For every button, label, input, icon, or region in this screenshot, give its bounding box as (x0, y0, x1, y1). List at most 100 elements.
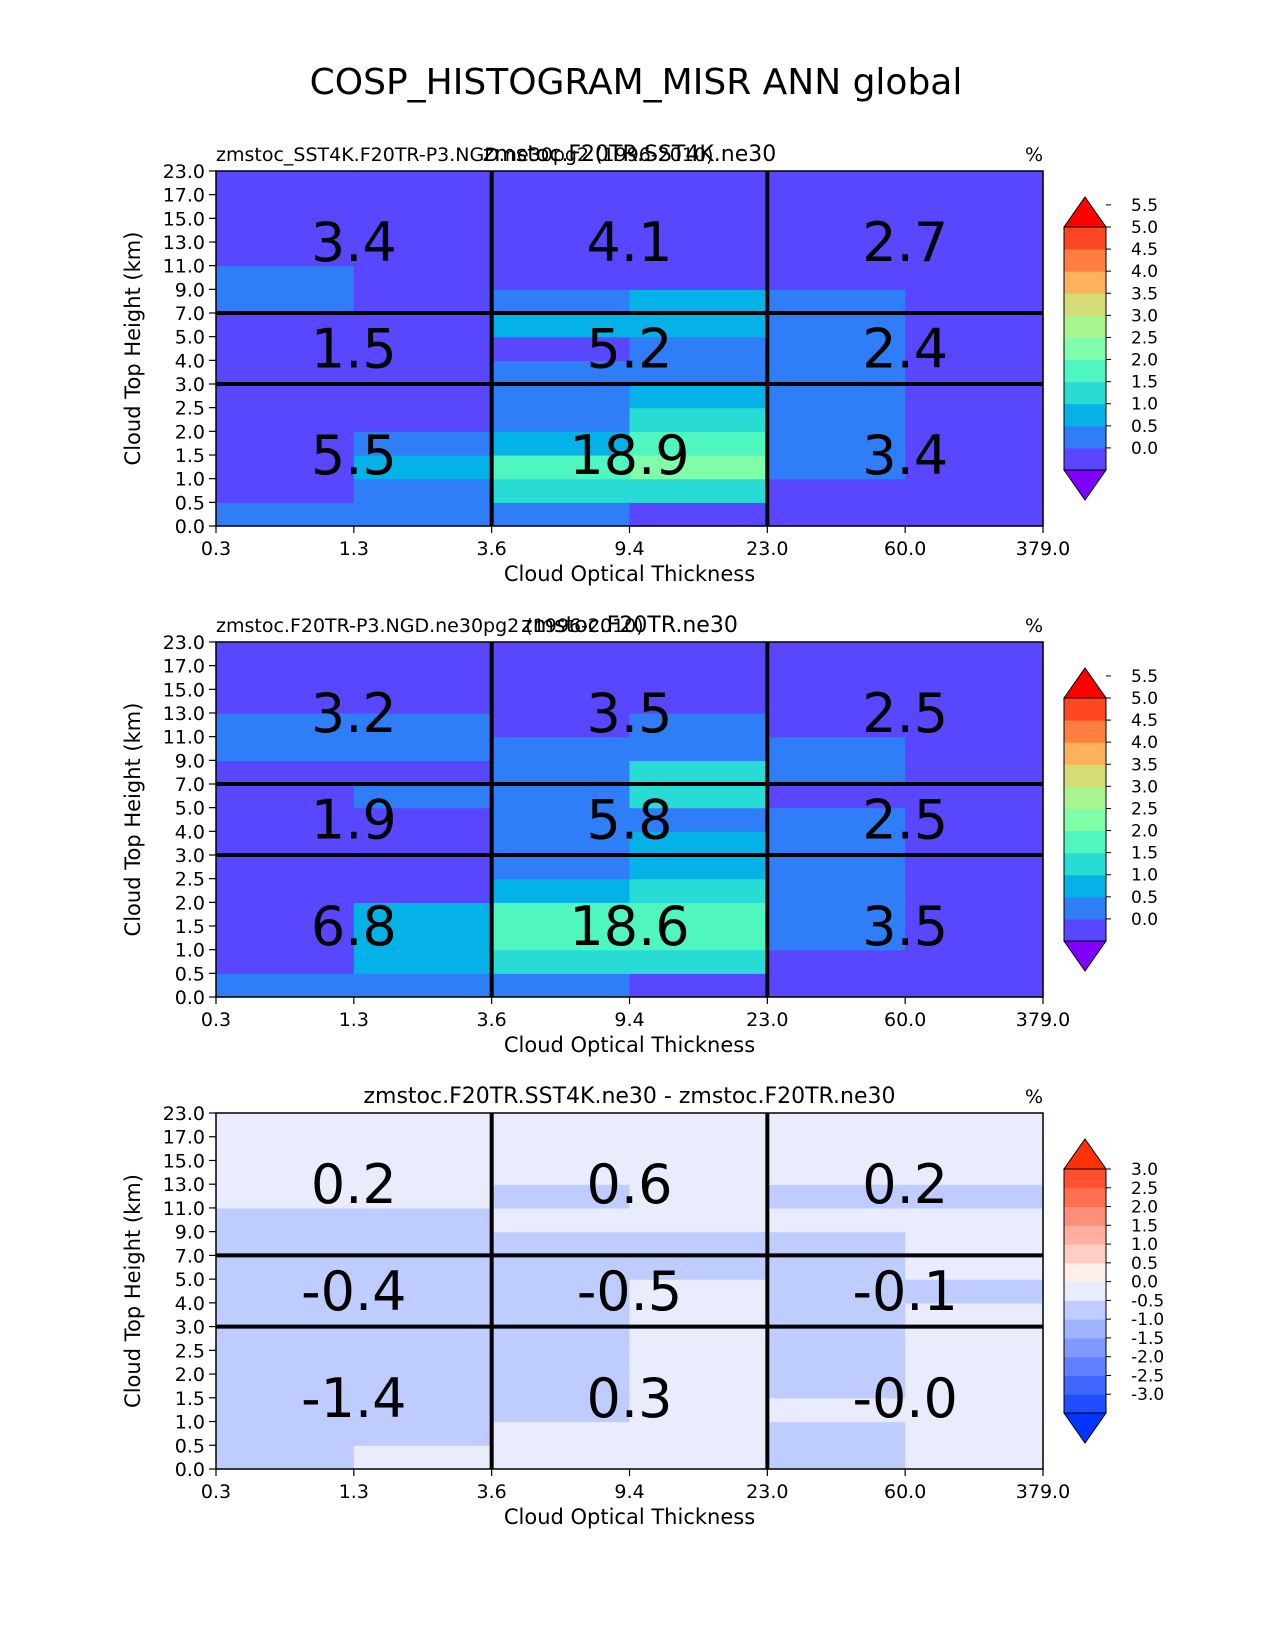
heatmap-cell (905, 831, 1044, 856)
y-axis-label: Cloud Top Height (km) (121, 1174, 145, 1408)
heatmap-cell (905, 336, 1044, 361)
heatmap-cell (491, 1136, 631, 1162)
heatmap-cell (216, 431, 355, 456)
heatmap-cell (767, 1113, 906, 1138)
heatmap-cell (629, 265, 768, 290)
heatmap-cell (216, 478, 355, 503)
heatmap-cell (767, 713, 906, 738)
colorbar-band (1064, 1337, 1106, 1358)
heatmap-cell (216, 360, 355, 385)
heatmap-cell (767, 384, 906, 409)
x-axis-label: Cloud Optical Thickness (504, 562, 755, 586)
box-sum-label: -0.1 (852, 1260, 957, 1323)
colorbar-tick-label: 3.0 (1131, 306, 1158, 326)
heatmap-cell (629, 807, 768, 832)
y-tick-label: 23.0 (163, 1103, 205, 1125)
heatmap-cell (353, 1279, 493, 1304)
x-tick-label: 23.0 (746, 538, 788, 560)
heatmap-cell (905, 194, 1044, 219)
heatmap-cell (629, 949, 768, 974)
heatmap-cell (353, 1231, 493, 1256)
colorbar-tick-label: 3.0 (1131, 1160, 1158, 1180)
heatmap-cell (216, 1302, 355, 1328)
heatmap-cell (353, 289, 493, 314)
heatmap-cell (491, 1350, 631, 1375)
heatmap-cell (491, 384, 631, 409)
heatmap-cell (491, 831, 631, 856)
y-tick-label: 7.0 (175, 303, 205, 325)
heatmap-cell (353, 665, 493, 690)
heatmap-cell (629, 902, 768, 927)
heatmap-cell (767, 1445, 906, 1470)
colorbar-extend-max (1063, 196, 1107, 228)
heatmap-cell (353, 926, 493, 951)
y-tick-label: 9.0 (175, 279, 205, 301)
heatmap-cell (491, 1113, 631, 1138)
heatmap-cell (353, 1255, 493, 1280)
heatmap-cell (216, 973, 355, 998)
heatmap-cell (216, 1397, 355, 1423)
heatmap-cell (629, 1231, 768, 1256)
heatmap-cell (629, 642, 768, 667)
heatmap-cell (353, 689, 493, 714)
heatmap-cell (491, 1445, 631, 1470)
colorbar-tick-label: -1.0 (1131, 1310, 1164, 1330)
heatmap-cell (353, 973, 493, 998)
colorbar-tick-label: 1.0 (1131, 866, 1158, 886)
x-tick-label: 0.3 (201, 1009, 231, 1031)
colorbar-tick-label: 1.5 (1131, 844, 1158, 864)
heatmap-cell (216, 1207, 355, 1233)
y-tick-label: 1.0 (175, 940, 205, 962)
colorbar-band (1064, 1187, 1106, 1208)
heatmap-cell (905, 1279, 1044, 1304)
panel-units: % (1025, 1086, 1043, 1108)
heatmap-cell (629, 1160, 768, 1185)
x-tick-label: 1.3 (339, 1009, 369, 1031)
colorbar-band (1064, 359, 1106, 383)
heatmap-cell (353, 502, 493, 527)
heatmap-cell (491, 1184, 631, 1209)
colorbar-tick-label: 4.0 (1131, 262, 1158, 282)
heatmap-cell (353, 1207, 493, 1233)
heatmap-cell (353, 1113, 493, 1138)
colorbar-tick-label: 2.0 (1131, 1198, 1158, 1218)
heatmap-cell (491, 1160, 631, 1185)
heatmap-cell (767, 1397, 906, 1423)
heatmap-cell (629, 713, 768, 738)
y-tick-label: 15.0 (163, 1150, 205, 1172)
x-tick-label: 0.3 (201, 1481, 231, 1503)
colorbar-band (1064, 698, 1106, 721)
x-tick-label: 0.3 (201, 538, 231, 560)
heatmap-cell (353, 1445, 493, 1470)
heatmap-cell (905, 973, 1044, 998)
heatmap-cell (491, 407, 631, 432)
heatmap-cell (216, 336, 355, 361)
y-tick-label: 1.5 (175, 1388, 205, 1410)
colorbar-tick-label: 2.5 (1131, 799, 1158, 819)
colorbar-extend-min (1063, 1412, 1107, 1444)
heatmap-cell (353, 1184, 493, 1209)
heatmap-cell (491, 265, 631, 290)
heatmap-panel-3: 0.3 1.3 3.6 9.4 23.0 60.0 379.00.00.51.01.52.0… (121, 1084, 1164, 1529)
heatmap-cell (629, 313, 768, 338)
heatmap-cells (216, 1113, 1044, 1470)
heatmap-cell (767, 831, 906, 856)
heatmap-cell (216, 1255, 355, 1280)
heatmap-cell (353, 407, 493, 432)
heatmap-cell (353, 713, 493, 738)
heatmap-cell (353, 831, 493, 856)
colorbar-band (1064, 808, 1106, 832)
heatmap-cell (629, 665, 768, 690)
y-tick-label: 17.0 (163, 185, 205, 207)
x-tick-label: 379.0 (1016, 1009, 1070, 1031)
y-tick-label: 3.0 (175, 374, 205, 396)
heatmap-cell (629, 1326, 768, 1351)
heatmap-cell (767, 760, 906, 785)
heatmap-cell (491, 478, 631, 503)
heatmap-cell (491, 784, 631, 809)
colorbar-tick-label: 0.5 (1131, 417, 1158, 437)
heatmap-cell (629, 855, 768, 880)
colorbar-tick-label: 1.5 (1131, 373, 1158, 393)
heatmap-cell (905, 1160, 1044, 1185)
heatmap-cell (629, 1302, 768, 1328)
